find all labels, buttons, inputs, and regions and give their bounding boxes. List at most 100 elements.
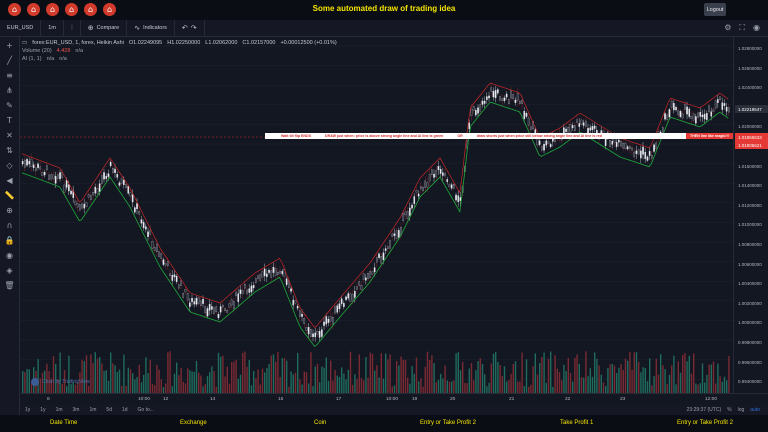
home-icon[interactable]: ⌂ [84,3,97,16]
crosshair-icon[interactable]: + [6,41,13,50]
volume-bar [499,365,501,393]
home-icon[interactable]: ⌂ [46,3,59,16]
logout-button[interactable]: Logout [704,3,726,16]
candle-body [186,293,189,301]
volume-bar [316,363,319,393]
range-1m-b[interactable]: 1m [89,407,97,413]
utc-time[interactable]: 23:29:37 (UTC) [686,407,722,413]
text-icon[interactable]: T [7,116,12,125]
home-icon[interactable]: ⌂ [103,3,116,16]
candle-body [127,185,130,194]
home-icon[interactable]: ⌂ [65,3,78,16]
range-1y-b[interactable]: 1y [40,407,46,413]
ai-indicator-label[interactable]: AI (1, 1) [22,56,42,62]
collapse-legend-icon[interactable]: ▭ [22,40,28,46]
range-1d[interactable]: 1d [121,407,128,413]
candle-body [118,182,121,186]
range-1y[interactable]: 1y [25,407,31,413]
magnet-icon[interactable]: ∩ [6,221,13,230]
volume-bar [677,361,679,393]
candle-body [417,193,420,197]
price-tick-label: 0.99600000 [738,359,762,365]
zoom-icon[interactable]: ⊕ [6,206,13,215]
candle-body [703,113,706,120]
volume-bar [294,372,297,393]
fullscreen-icon[interactable]: ⛶ [739,23,746,32]
indicators-button[interactable]: ∿ Indicators [127,19,175,37]
volume-bar [583,377,585,393]
trash-icon[interactable]: 🗑 [4,281,15,290]
layers-icon[interactable]: ◈ [6,266,13,275]
candle-body [101,175,103,184]
price-scale[interactable]: 1.028000001.026000001.024000001.02200000… [733,37,768,393]
candle-body [569,124,572,133]
volume-bar [308,383,310,393]
chart-style-button[interactable]: ⫶ [64,19,81,37]
pattern-icon[interactable]: ✕ [6,131,13,140]
candle-body [367,273,369,280]
symbol-selector[interactable]: EUR_USD [0,19,42,37]
volume-bar [360,378,363,393]
candle-body [162,259,165,265]
undo-icon[interactable]: ↶ [181,24,188,32]
range-3m[interactable]: 3m [72,407,80,413]
volume-bar [521,352,523,393]
volume-indicator-label[interactable]: Volume (20) [22,48,52,54]
candle-body [571,125,574,129]
candle-body [114,168,116,173]
goto-button[interactable]: Go to... [137,407,154,413]
settings-icon[interactable]: ⚙ [724,23,732,32]
auto-toggle[interactable]: auto [750,407,760,413]
candle-body [323,321,325,326]
percent-toggle[interactable]: % [727,407,732,413]
candle-body [677,110,680,116]
compare-button[interactable]: ⊕ Compare [81,19,128,37]
brush-icon[interactable]: ✎ [6,101,13,110]
range-5d[interactable]: 5d [106,407,112,413]
volume-bar [107,380,110,393]
candle-body [37,163,39,168]
range-1m[interactable]: 1m [55,407,63,413]
trend-line-icon[interactable]: ╱ [7,56,12,65]
volume-bar [462,361,464,393]
volume-bar [248,359,250,393]
candle-body [358,281,361,286]
candle-body [453,184,455,189]
volume-bar [640,372,642,393]
volume-bar [488,382,490,393]
volume-value: 4.428 [56,48,71,54]
eye-icon[interactable]: ◉ [6,251,13,260]
camera-icon[interactable]: ◉ [753,23,760,32]
volume-bar [510,373,512,393]
price-chart[interactable] [20,37,733,393]
tradingview-watermark: Chart by TradingView [31,378,90,386]
candle-body [512,94,515,100]
volume-bar [387,359,389,393]
ruler-icon[interactable]: 📏 [4,191,15,200]
time-axis[interactable]: 8 10:00 12 14 15 17 10:00 19 20 21 22 23 12:00 [20,393,768,405]
undo-redo-group: ↶ ↷ [175,19,205,37]
ai-na-2: n/a [59,56,67,62]
candle-body [41,172,44,176]
volume-bar [151,383,154,393]
redo-icon[interactable]: ↷ [190,24,197,32]
horizontal-line-icon[interactable]: ≡ [6,71,13,80]
interval-selector[interactable]: 1m [41,19,64,37]
home-icon[interactable]: ⌂ [8,3,21,16]
candle-body [629,146,631,149]
volume-bar [618,367,620,393]
volume-bar [519,381,521,393]
volume-bar [697,384,699,393]
pitchfork-icon[interactable]: ⋔ [6,86,13,95]
volume-bar [706,374,708,393]
shapes-icon[interactable]: ◇ [6,161,13,170]
prediction-icon[interactable]: ⇅ [6,146,13,155]
log-toggle[interactable]: log [737,407,745,413]
candle-body [580,119,583,125]
lock-icon[interactable]: 🔒 [4,236,15,245]
home-icon[interactable]: ⌂ [27,3,40,16]
candle-body [24,159,26,168]
candle-body [609,140,611,147]
candle-body [490,87,493,92]
back-arrow-icon[interactable]: ◀ [6,176,13,185]
